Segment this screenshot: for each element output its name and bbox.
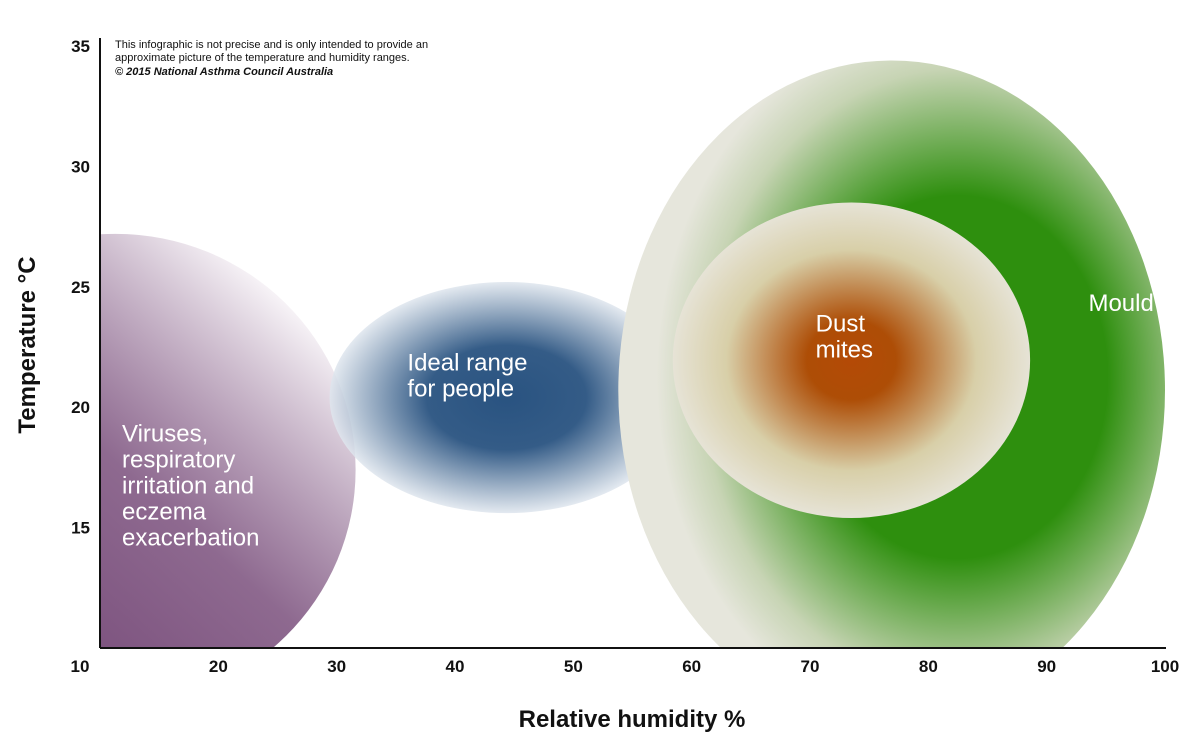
y-axis-title: Temperature °C [14, 256, 41, 433]
region-label: Ideal range [407, 350, 527, 377]
region-label: for people [407, 376, 514, 403]
y-tick-label: 20 [71, 398, 90, 417]
region-label: eczema [122, 498, 207, 525]
region-label: Viruses, [122, 420, 208, 447]
x-tick-label: 40 [446, 657, 465, 676]
x-tick-label: 20 [209, 657, 228, 676]
x-axis-title: Relative humidity % [519, 706, 746, 733]
region-label: Mould [1088, 290, 1153, 317]
region-label: Dust [816, 310, 866, 337]
region-label: irritation and [122, 472, 254, 499]
note: approximate picture of the temperature a… [115, 52, 410, 64]
x-tick-label: 50 [564, 657, 583, 676]
region [672, 202, 1031, 518]
x-tick-label: 60 [682, 657, 701, 676]
x-tick-label: 10 [71, 657, 90, 676]
y-tick-label: 15 [71, 519, 90, 538]
x-tick-label: 100 [1151, 657, 1179, 676]
x-tick-label: 30 [327, 657, 346, 676]
x-tick-label: 70 [801, 657, 820, 676]
y-tick-label: 30 [71, 157, 90, 176]
x-tick-label: 90 [1037, 657, 1056, 676]
note: © 2015 National Asthma Council Australia [115, 66, 333, 78]
region [329, 281, 684, 514]
region-label: respiratory [122, 446, 235, 473]
region-label: mites [816, 336, 873, 363]
region-label: exacerbation [122, 524, 259, 551]
y-tick-label: 35 [71, 37, 90, 56]
region [100, 233, 356, 648]
note: This infographic is not precise and is o… [115, 39, 428, 51]
regions [100, 60, 1165, 648]
y-tick-label: 25 [71, 278, 90, 297]
x-tick-label: 80 [919, 657, 938, 676]
